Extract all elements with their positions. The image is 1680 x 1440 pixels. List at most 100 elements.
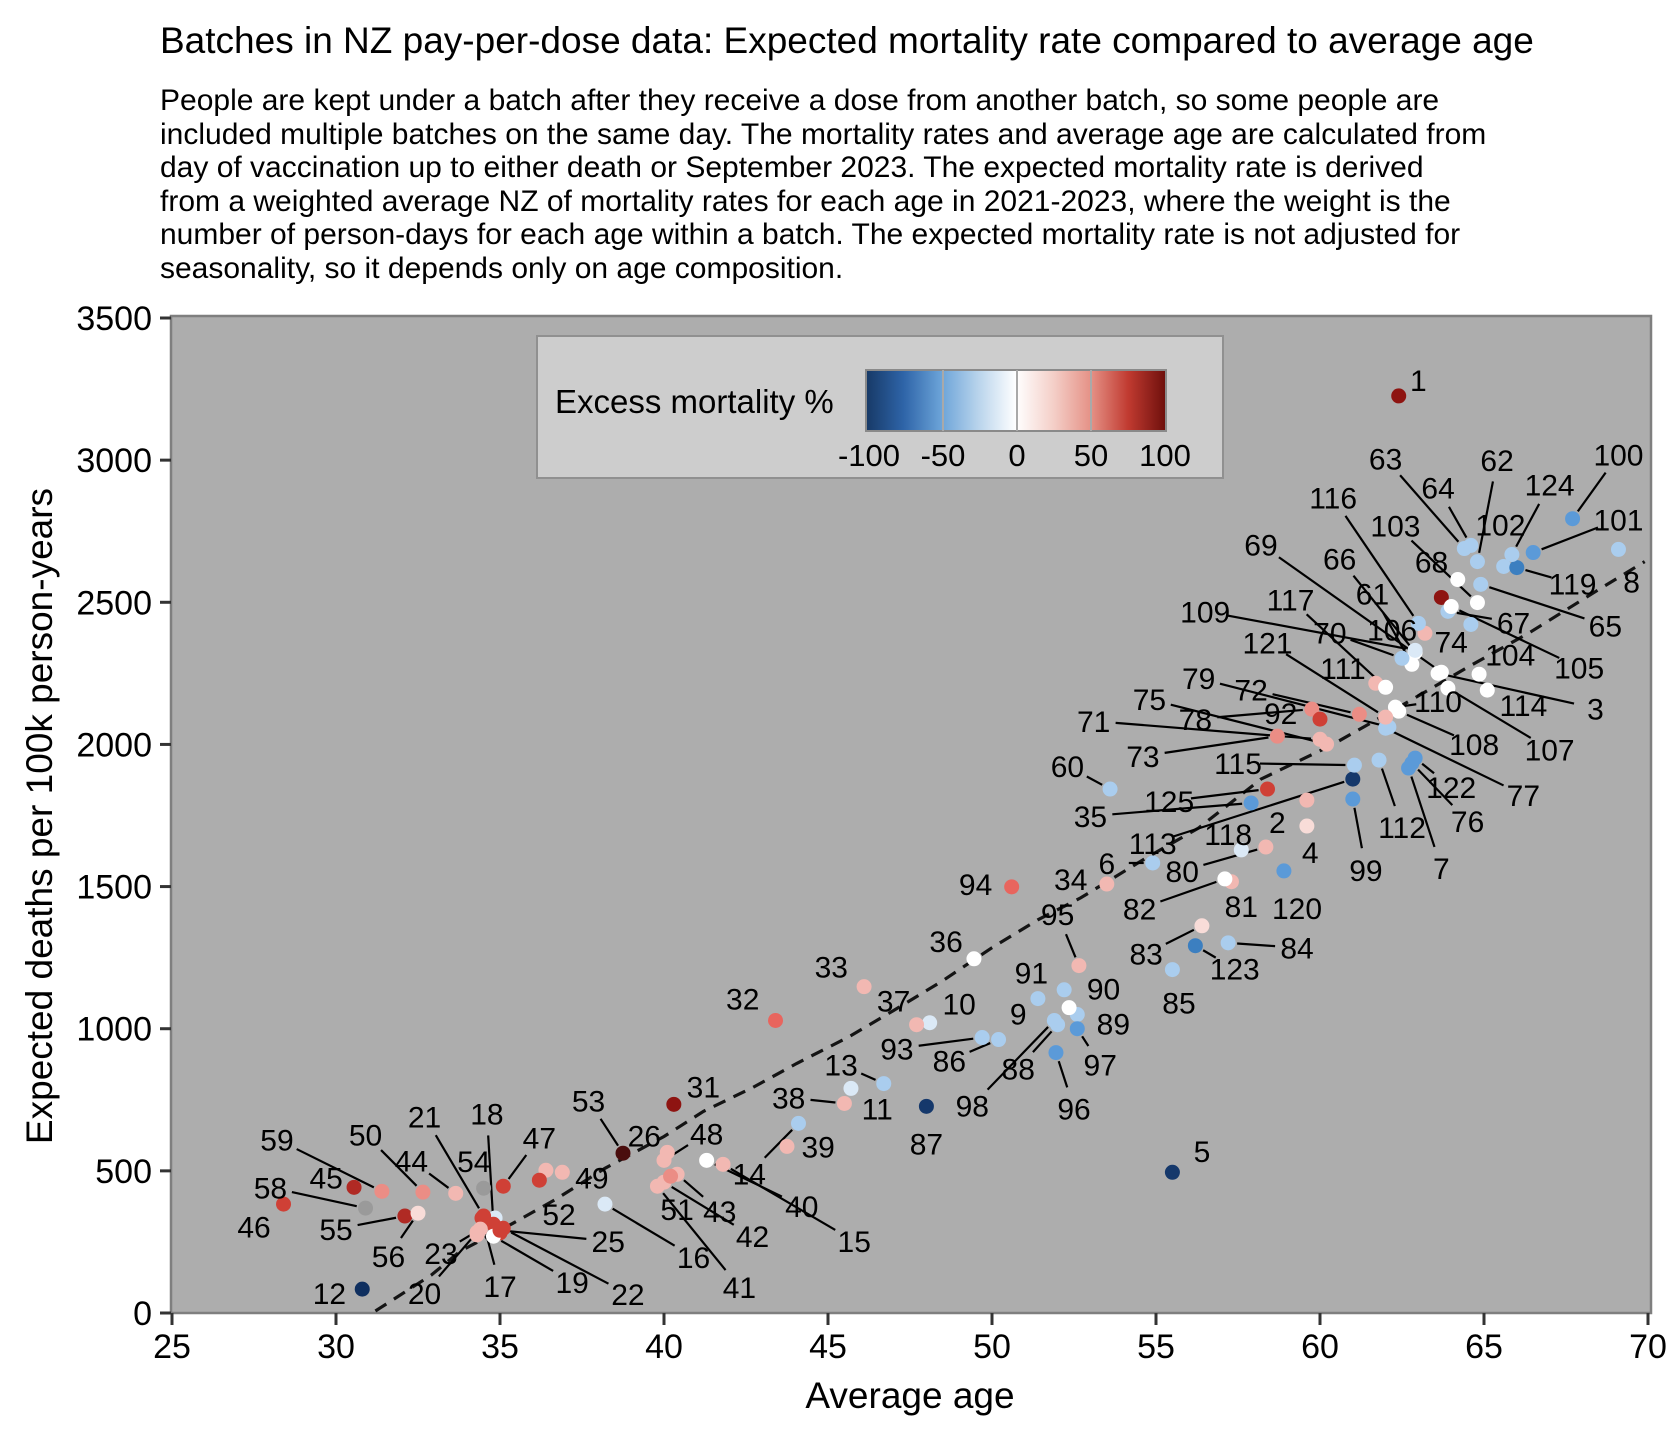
point-label: 9 xyxy=(1010,999,1027,1032)
leader-line xyxy=(380,1149,418,1187)
point-label: 50 xyxy=(349,1119,382,1152)
point-label: 118 xyxy=(1204,819,1252,852)
data-point xyxy=(476,1180,492,1196)
data-point xyxy=(666,1096,682,1112)
subtitle-line: People are kept under a batch after they… xyxy=(160,84,1440,117)
data-point xyxy=(1194,918,1210,934)
point-label: 10 xyxy=(943,989,976,1022)
data-point xyxy=(663,1168,679,1184)
point-label: 104 xyxy=(1485,639,1535,672)
x-tick-label: 30 xyxy=(317,1328,355,1366)
data-point xyxy=(991,1032,1007,1048)
data-point xyxy=(1345,771,1361,787)
point-label: 5 xyxy=(1194,1136,1211,1169)
point-label: 93 xyxy=(880,1034,913,1067)
data-point xyxy=(276,1196,292,1212)
point-label: 14 xyxy=(733,1158,766,1191)
point-label: 44 xyxy=(395,1145,428,1178)
point-label: 71 xyxy=(1077,706,1110,739)
data-point xyxy=(1504,547,1520,563)
x-tick-label: 35 xyxy=(481,1328,519,1366)
leader-line xyxy=(1541,526,1599,551)
point-label: 8 xyxy=(1623,567,1640,600)
subtitle-line: from a weighted average NZ of mortality … xyxy=(160,184,1451,218)
point-label: 69 xyxy=(1244,530,1277,563)
data-point xyxy=(699,1152,715,1168)
point-label: 92 xyxy=(1264,698,1297,731)
point-label: 60 xyxy=(1051,751,1084,784)
point-label: 11 xyxy=(862,1093,893,1126)
point-label: 51 xyxy=(660,1194,693,1227)
x-tick-label: 45 xyxy=(809,1328,847,1366)
leader-line xyxy=(1458,609,1560,659)
leader-line xyxy=(1344,515,1415,617)
point-label: 31 xyxy=(687,1071,720,1104)
leader-line xyxy=(1393,731,1505,787)
point-label: 119 xyxy=(1549,569,1597,602)
data-point xyxy=(1220,935,1236,951)
point-label: 112 xyxy=(1378,812,1426,845)
data-point xyxy=(1433,589,1449,605)
point-label: 52 xyxy=(542,1199,575,1232)
point-label: 32 xyxy=(726,984,759,1017)
point-label: 15 xyxy=(838,1226,871,1259)
leader-line xyxy=(599,1118,620,1147)
leader-line xyxy=(1417,768,1454,806)
data-point xyxy=(1004,879,1020,895)
data-point xyxy=(1443,599,1459,615)
leader-line xyxy=(1170,703,1319,743)
leader-line xyxy=(730,1167,836,1231)
leader-line xyxy=(1352,574,1411,646)
point-label: 108 xyxy=(1449,729,1499,762)
y-tick-label: 3000 xyxy=(76,442,152,480)
data-point xyxy=(346,1179,362,1195)
data-point xyxy=(715,1156,731,1172)
leader-line xyxy=(1160,880,1217,903)
data-point xyxy=(843,1080,859,1096)
data-point xyxy=(1061,1000,1077,1016)
point-label: 74 xyxy=(1435,627,1468,660)
leader-line xyxy=(296,1148,375,1189)
point-label: 94 xyxy=(959,869,992,902)
x-tick-label: 65 xyxy=(1465,1328,1503,1366)
point-label: 81 xyxy=(1225,891,1258,924)
point-label: 46 xyxy=(237,1211,270,1244)
leader-line xyxy=(763,1129,793,1159)
point-label: 91 xyxy=(1015,958,1048,991)
point-label: 100 xyxy=(1593,440,1643,473)
leader-line xyxy=(1446,674,1575,705)
point-label: 78 xyxy=(1179,704,1212,737)
point-label: 41 xyxy=(723,1272,756,1305)
data-point xyxy=(1565,511,1581,527)
data-point xyxy=(1351,706,1367,722)
point-label: 6 xyxy=(1098,848,1115,881)
point-label: 35 xyxy=(1074,801,1107,834)
y-tick-label: 1500 xyxy=(76,869,152,907)
subtitle-line: number of person-days for each age withi… xyxy=(160,218,1461,251)
point-label: 89 xyxy=(1097,1009,1130,1042)
point-label: 117 xyxy=(1267,584,1315,617)
point-label: 125 xyxy=(1144,786,1194,819)
leader-line xyxy=(1164,736,1269,754)
leader-line xyxy=(1421,762,1435,775)
point-label: 85 xyxy=(1162,988,1195,1021)
x-tick-label: 60 xyxy=(1301,1328,1339,1366)
leader-line xyxy=(612,1207,676,1247)
leader-line xyxy=(1525,569,1552,579)
point-label: 68 xyxy=(1415,547,1448,580)
leader-line xyxy=(1478,481,1495,554)
leader-line xyxy=(810,1098,836,1104)
leader-line xyxy=(1380,768,1396,807)
data-point xyxy=(597,1196,613,1212)
point-label: 86 xyxy=(933,1046,966,1079)
x-tick-label: 70 xyxy=(1629,1328,1667,1366)
point-label: 95 xyxy=(1041,899,1074,932)
data-point xyxy=(1433,664,1449,680)
data-point xyxy=(554,1164,570,1180)
data-point xyxy=(656,1152,672,1168)
point-label: 70 xyxy=(1313,617,1346,650)
chart-title: Batches in NZ pay-per-dose data: Expecte… xyxy=(160,20,1534,61)
point-label: 82 xyxy=(1123,894,1156,927)
point-label: 37 xyxy=(877,986,910,1019)
